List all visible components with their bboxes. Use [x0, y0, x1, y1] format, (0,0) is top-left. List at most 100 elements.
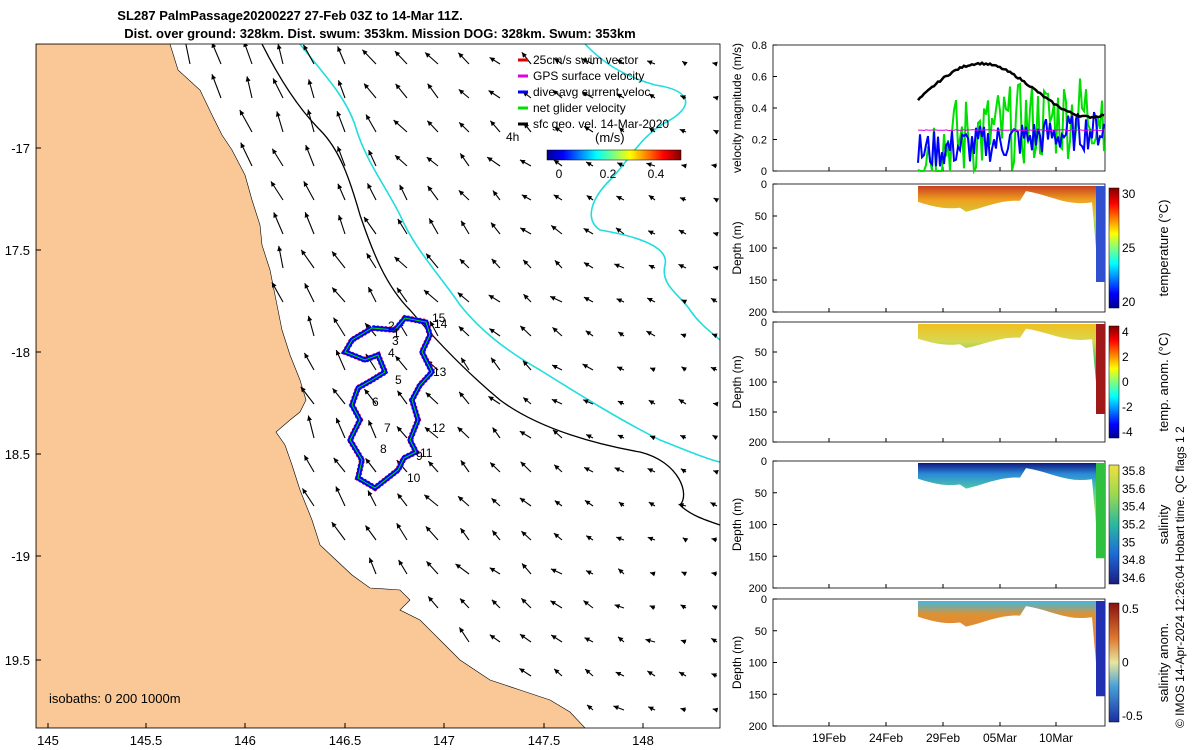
panel-ytick-label: 150: [749, 407, 767, 419]
lon-tick-label: 145: [37, 733, 59, 748]
map-latitude-ticks: -17 17.5 -18 18.5 -19 19.5: [5, 141, 41, 668]
credit-text: © IMOS 14-Apr-2024 12:26:04 Hobart time.…: [1173, 426, 1187, 728]
waypoint-label: 12: [432, 421, 446, 435]
panel-ytick-label: 0: [761, 179, 767, 191]
current-veloc-track: [341, 315, 436, 492]
salinity-panel-colorbar: 35.8 35.6 35.4 35.2 35 34.8 34.6 salinity: [1108, 464, 1171, 585]
waypoint-label: 14: [434, 317, 448, 331]
waypoint-label: 6: [372, 395, 379, 409]
colorbar-label: temperature (°C): [1156, 200, 1171, 297]
panel-ytick-label: 50: [755, 211, 767, 223]
lat-tick-label: -18: [11, 345, 30, 360]
colorbar-tick-label: 34.8: [1122, 553, 1146, 567]
waypoint-label: 13: [433, 365, 447, 379]
waypoint-label: 2: [388, 319, 395, 333]
colorbar-tick-label: 35: [1122, 535, 1136, 549]
time-tick-label: 05Mar: [983, 731, 1017, 745]
lat-tick-label: 18.5: [5, 447, 30, 462]
panel-ylabel: Depth (m): [730, 636, 744, 689]
temp-anom-panel-colorbar: 4 2 0 -2 -4 temp. anom. (°C): [1108, 325, 1171, 439]
colorbar-tick-label: 0: [1122, 656, 1129, 670]
colorbar-tick-label: 0.4: [648, 167, 665, 181]
colorbar-tick-label: 34.6: [1122, 571, 1146, 585]
section-field: [918, 601, 1105, 693]
colorbar-tick-label: 0.5: [1122, 602, 1139, 616]
velocity-series: [917, 61, 1105, 120]
panel-ylabel: Depth (m): [730, 498, 744, 551]
panel-ytick-label: 100: [749, 658, 767, 670]
waypoint-label: 5: [395, 373, 402, 387]
lat-tick-label: 19.5: [5, 653, 30, 668]
panel-ytick-label: 200: [749, 583, 767, 595]
isobath-200m: [261, 44, 720, 526]
isobath-1000m: [299, 44, 720, 463]
title-line-2: Dist. over ground: 328km. Dist. swum: 35…: [124, 26, 636, 41]
panel-ylabel: velocity magnitude (m/s): [730, 43, 744, 173]
waypoint-label: 1: [393, 326, 400, 340]
panel-ytick-label: 100: [749, 243, 767, 255]
colorbar-label: salinity anom.: [1156, 623, 1171, 702]
section-field: [918, 324, 1105, 411]
section-deep-profile: [1096, 601, 1105, 697]
panel-ylabel: Depth (m): [730, 355, 744, 408]
waypoint-label: 10: [407, 471, 421, 485]
panel-ytick-label: 200: [749, 307, 767, 319]
legend-item-label: net glider velocity: [533, 101, 626, 115]
waypoint-label: 7: [384, 421, 391, 435]
waypoint-label: 8: [380, 442, 387, 456]
section-field: [918, 186, 1105, 279]
legend-item-label: GPS surface velocity: [533, 69, 644, 83]
panel-ytick-label: 200: [749, 437, 767, 449]
legend-time-label: 4h: [506, 130, 519, 144]
panel-ytick-label: 0: [761, 166, 767, 178]
map-longitude-ticks: 145 145.5 146 146.5 147 147.5 148: [37, 723, 654, 748]
glider-track: [340, 314, 436, 492]
colorbar-tick-label: 20: [1122, 295, 1136, 309]
time-tick-label: 10Mar: [1039, 731, 1073, 745]
title-line-1: SL287 PalmPassage20200227 27-Feb 03Z to …: [117, 8, 463, 23]
panel-ytick-label: 150: [749, 551, 767, 563]
lat-tick-label: -17: [11, 141, 30, 156]
colorbar-tick-label: 2: [1122, 350, 1129, 364]
legend-item-label: 25cm/s swim vector: [533, 53, 638, 67]
panel-ytick-label: 150: [749, 275, 767, 287]
panel-ytick-label: 0.4: [752, 103, 767, 115]
net-velocity-track: [344, 317, 433, 489]
time-tick-label: 29Feb: [926, 731, 960, 745]
waypoint-label: 3: [392, 334, 399, 348]
sal-anom-panel-colorbar: 0.5 0 -0.5 salinity anom.: [1108, 602, 1171, 723]
map-legend: 25cm/s swim vector GPS surface velocity di…: [506, 53, 682, 181]
panel-ytick-label: 50: [755, 626, 767, 638]
panel-ytick-label: 50: [755, 488, 767, 500]
temperature-panel-colorbar: 30 25 20 temperature (°C): [1108, 187, 1171, 309]
panel-ytick-label: 200: [749, 721, 767, 733]
lon-tick-label: 147: [433, 733, 455, 748]
isobaths-label: isobaths: 0 200 1000m: [49, 691, 181, 706]
colorbar-tick-label: 35.6: [1122, 482, 1146, 496]
colorbar-tick-label: 35.2: [1122, 518, 1146, 532]
velocity-series: [917, 129, 1105, 132]
colorbar-tick-label: 35.8: [1122, 464, 1146, 478]
lat-tick-label: 17.5: [5, 243, 30, 258]
velocity-series: [917, 111, 1105, 168]
colorbar-tick-label: 35.4: [1122, 500, 1146, 514]
waypoint-label: 9: [416, 449, 423, 463]
speed-colorbar: [546, 149, 682, 161]
colorbar-tick-label: 0: [1122, 375, 1129, 389]
colorbar-tick-label: -2: [1122, 400, 1133, 414]
colorbar-label: salinity: [1156, 504, 1171, 544]
panel-ytick-label: 0.2: [752, 135, 767, 147]
section-deep-profile: [1096, 324, 1105, 414]
waypoint-label: 11: [420, 446, 433, 460]
section-deep-profile: [1096, 463, 1105, 559]
section-field: [918, 463, 1105, 555]
lat-tick-label: -19: [11, 549, 30, 564]
colorbar-tick-label: 0.2: [600, 167, 617, 181]
legend-item-label: sfc geo. vel. 14-Mar-2020: [533, 117, 669, 131]
swim-vector-track: [340, 314, 436, 492]
panel-ytick-label: 0: [761, 317, 767, 329]
panel-ytick-label: 0.8: [752, 40, 767, 52]
